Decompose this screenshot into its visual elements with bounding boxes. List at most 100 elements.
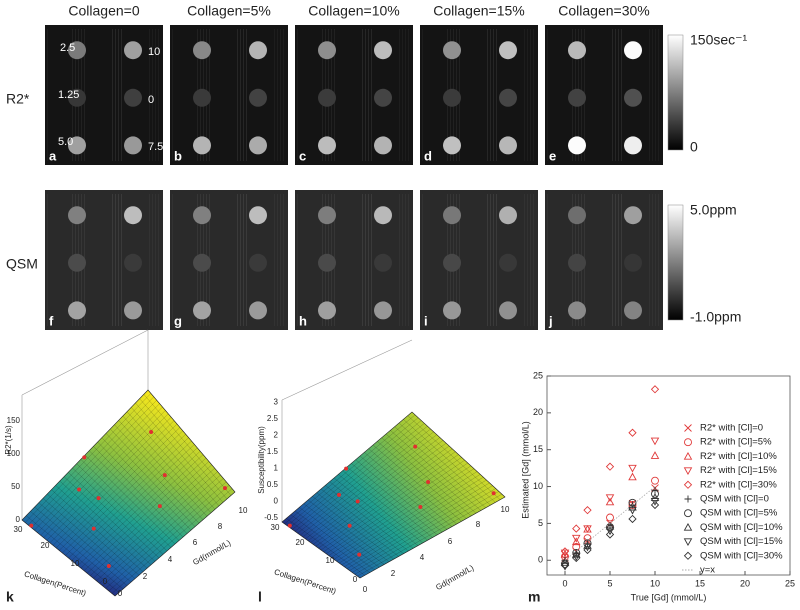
legend-label: R2* with [Cl]=5% — [700, 437, 772, 448]
z-tick-label: 0 — [16, 515, 21, 524]
reference-line — [564, 486, 656, 561]
phantom-vial — [568, 41, 586, 60]
mesh-line — [294, 425, 428, 532]
phantom-vial — [374, 88, 392, 107]
mesh-line — [323, 457, 462, 553]
phantom-vial — [318, 206, 336, 225]
phantom-vial — [249, 206, 267, 225]
phantom-vial — [193, 136, 211, 155]
phantom-vial — [124, 253, 142, 272]
mesh-line — [372, 444, 462, 522]
sample-point — [91, 526, 96, 531]
phantom-vial — [443, 41, 461, 60]
mesh-line — [368, 448, 457, 525]
noise-streak — [283, 194, 284, 326]
mesh-line — [377, 441, 467, 519]
concentration-label: 10 — [148, 46, 160, 58]
noise-streak — [615, 194, 616, 326]
image-background — [170, 25, 288, 165]
noise-streak — [649, 194, 650, 326]
noise-streak — [408, 29, 409, 161]
legend-marker — [683, 467, 693, 476]
marker — [650, 451, 660, 459]
marker — [583, 543, 592, 552]
legend-label: R2* with [Cl]=30% — [700, 479, 777, 490]
mesh-line — [90, 464, 212, 576]
image-background — [295, 25, 413, 165]
noise-streak — [152, 29, 153, 161]
legend-marker — [683, 551, 693, 560]
marker — [628, 514, 637, 524]
mesh-line — [114, 424, 204, 520]
mesh-line — [342, 470, 428, 541]
mesh-line — [51, 489, 144, 572]
marker — [650, 437, 660, 446]
gd-tick-label: 2 — [391, 569, 396, 578]
panel-letter: a — [49, 148, 57, 163]
noise-streak — [530, 29, 531, 161]
mesh-line — [43, 413, 169, 538]
mesh-line — [99, 474, 221, 584]
sample-point — [357, 552, 362, 557]
mesh-line — [390, 430, 481, 511]
z-tick-label: 2 — [274, 431, 279, 440]
phantom-vial — [249, 301, 267, 320]
mesh-line — [110, 428, 200, 524]
phantom-vial — [499, 301, 517, 320]
noise-streak — [118, 194, 119, 326]
surface-plot-k: 05010015030201000246810R2*(1/s)Collagen(… — [4, 329, 248, 605]
collagen-tick-label: 20 — [296, 538, 305, 547]
image-background — [170, 190, 288, 330]
marker — [651, 476, 659, 485]
column-header: Collagen=5% — [187, 3, 271, 19]
x-tick-label: 0 — [562, 578, 567, 588]
sample-point — [29, 523, 34, 528]
mesh-line — [68, 440, 192, 559]
y-tick-label: 15 — [533, 444, 543, 454]
mesh-line — [62, 434, 186, 554]
noise-streak — [655, 29, 656, 161]
mesh-line — [135, 402, 224, 503]
mesh-line — [49, 420, 175, 543]
mesh-line — [333, 468, 475, 560]
mesh-line — [338, 474, 423, 544]
column-header: Collagen=30% — [558, 3, 649, 19]
column-header: Collagen=10% — [308, 3, 399, 19]
phantom-vial — [624, 88, 642, 107]
marker — [605, 527, 615, 536]
legend-label: QSM with [Cl]=5% — [700, 508, 778, 519]
noise-streak — [365, 194, 366, 326]
mesh-line — [122, 415, 212, 513]
x-tick-label: 5 — [607, 578, 612, 588]
column-header: Collagen=15% — [433, 3, 524, 19]
mesh-line — [352, 488, 496, 573]
mesh-line — [313, 445, 450, 545]
phantom-vial — [443, 253, 461, 272]
collagen-tick-label: 10 — [71, 559, 80, 568]
sample-point — [355, 499, 360, 504]
gd-tick-label: 10 — [239, 506, 248, 515]
phantom-vial — [499, 41, 517, 60]
y-tick-label: 5 — [538, 518, 543, 528]
mesh-line — [351, 463, 438, 535]
phantom-vial — [318, 136, 336, 155]
mri-image: f — [45, 190, 163, 330]
surface — [281, 411, 506, 579]
noise-streak — [493, 29, 494, 161]
concentration-label: 2.5 — [60, 42, 75, 54]
mesh-line — [290, 514, 370, 573]
marker — [560, 561, 570, 570]
panel-letter: l — [258, 589, 262, 605]
noise-streak — [649, 29, 650, 161]
mesh-line — [71, 444, 195, 561]
axis-box-line — [281, 339, 413, 401]
sample-point — [418, 505, 423, 510]
phantom-vial — [68, 136, 86, 155]
marker — [605, 530, 615, 539]
noise-streak — [371, 194, 372, 326]
noise-streak — [618, 29, 619, 161]
phantom-vial — [624, 301, 642, 320]
phantom-vial — [568, 253, 586, 272]
concentration-label: 0 — [148, 94, 154, 106]
z-tick-label: 1 — [274, 464, 279, 473]
